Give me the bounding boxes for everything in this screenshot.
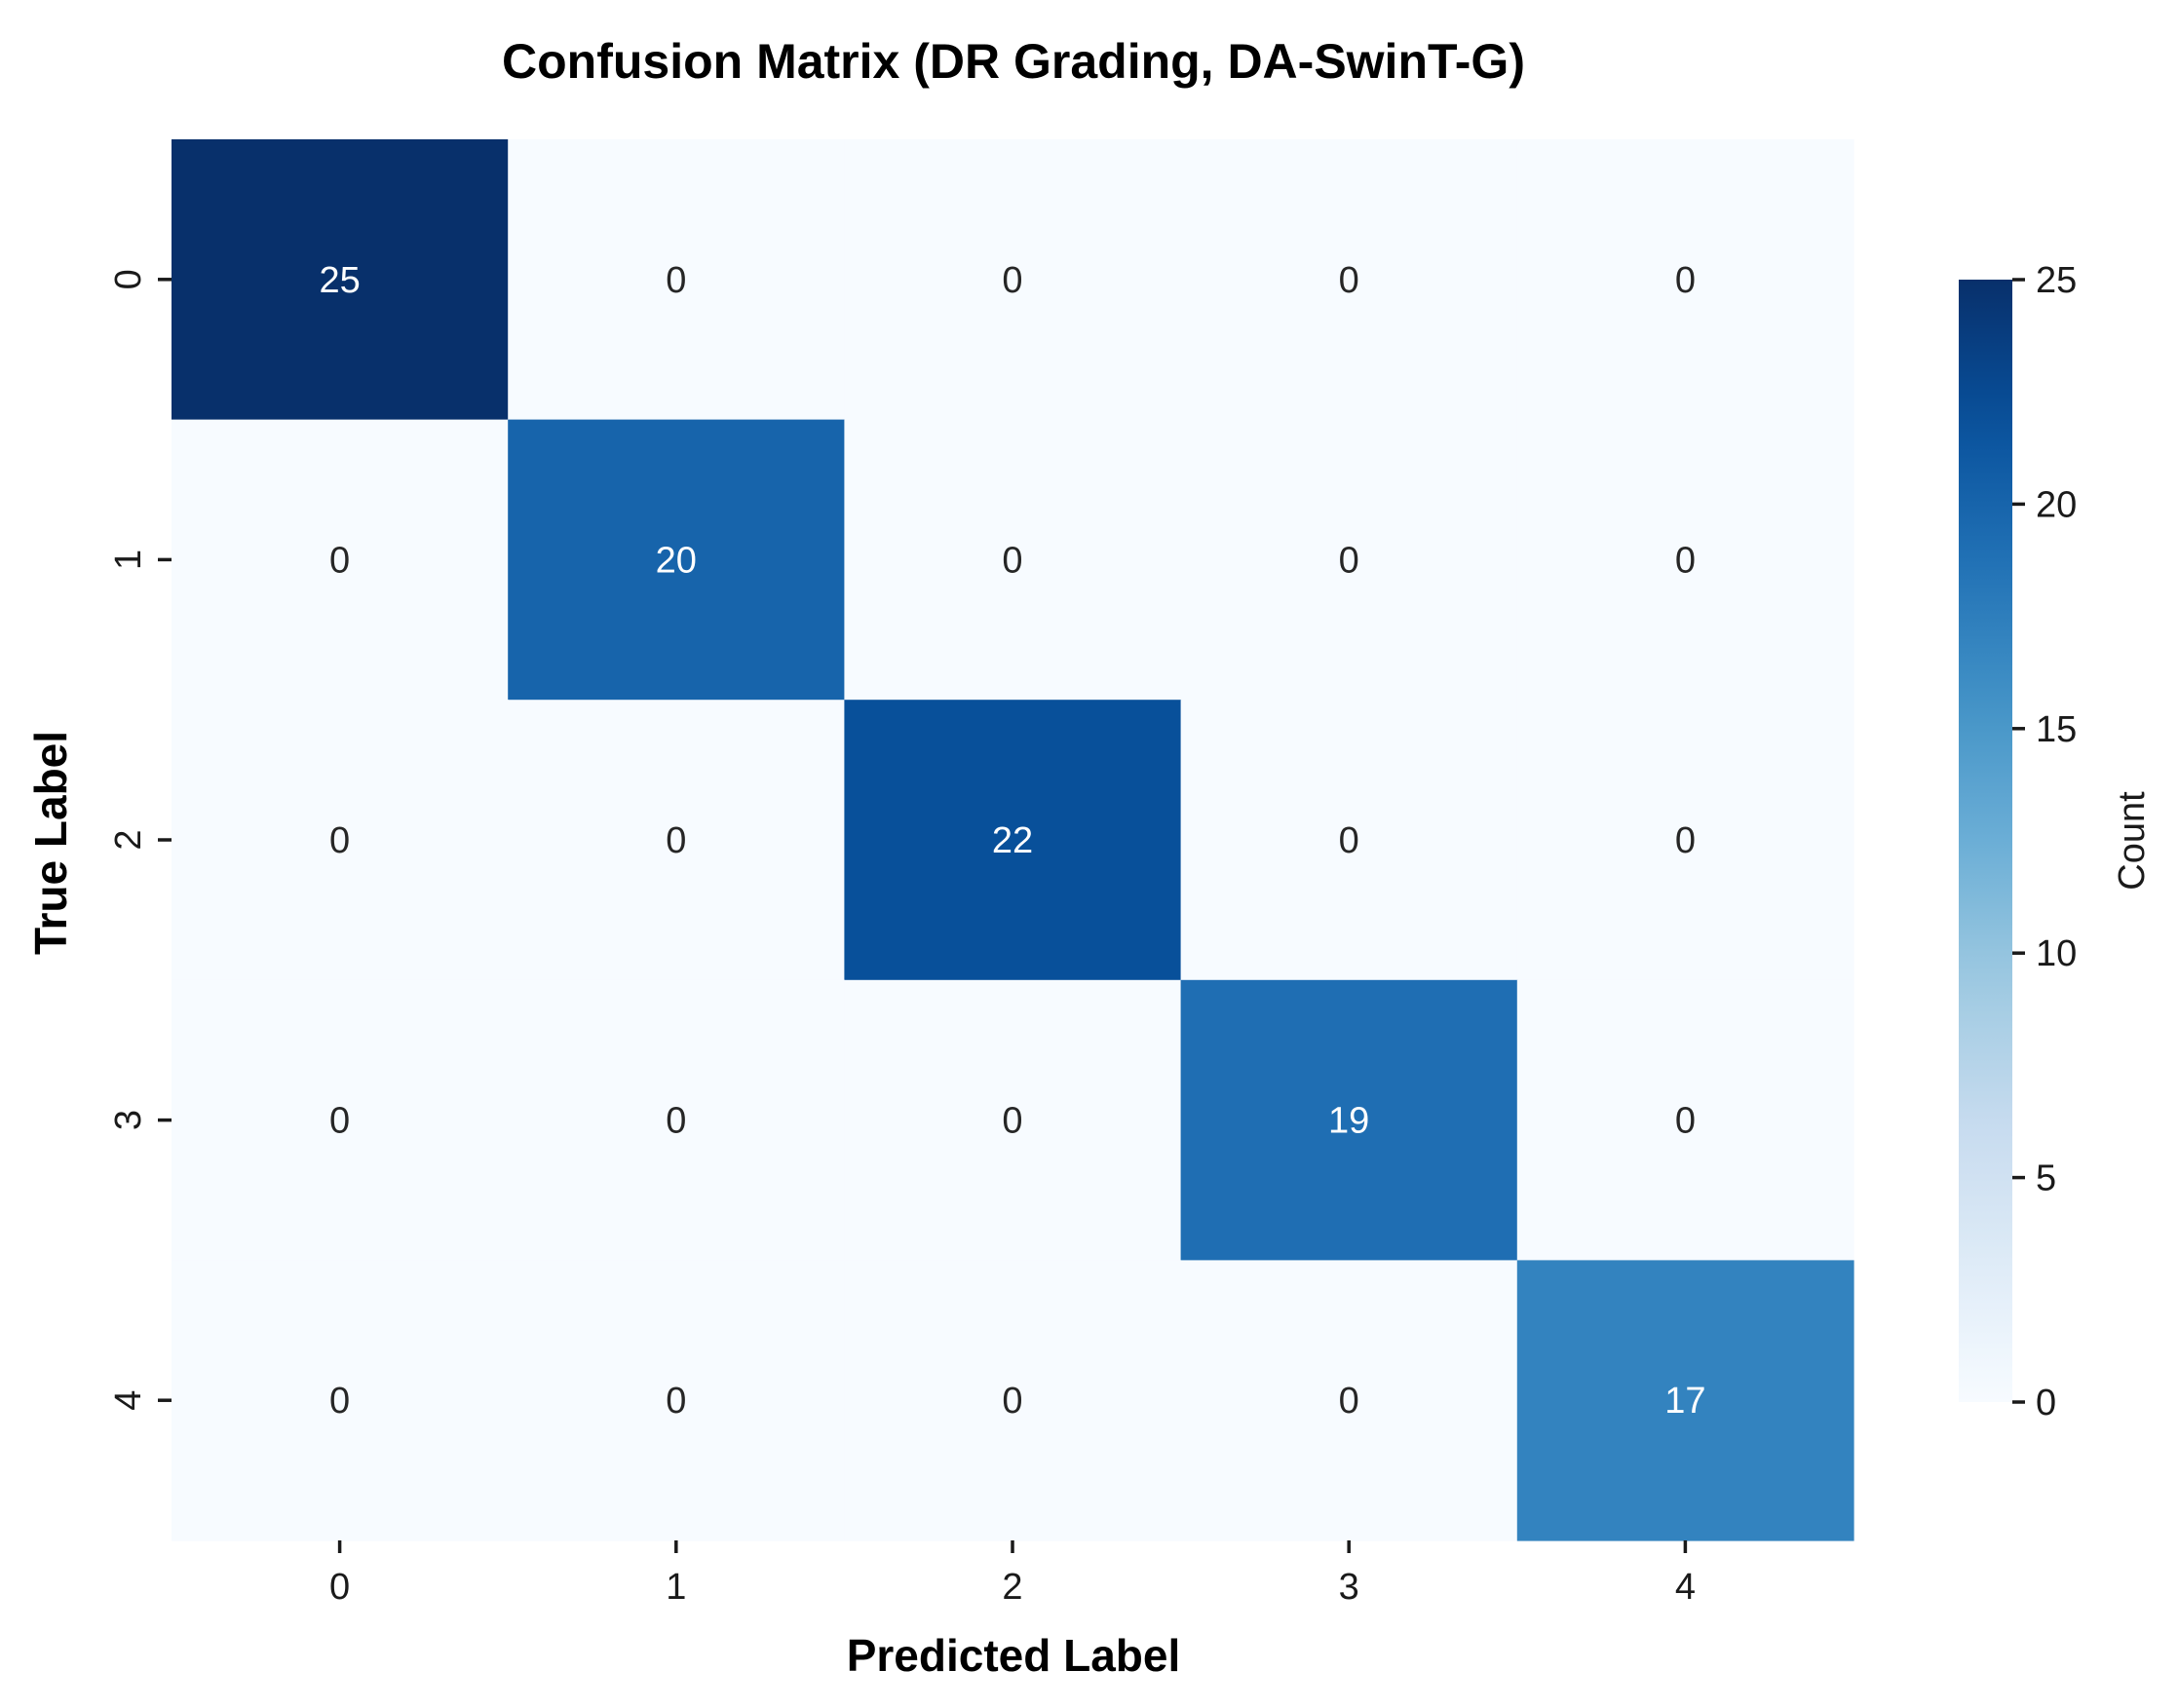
- colorbar-label: Count: [2112, 791, 2153, 891]
- colorbar: [1959, 280, 2012, 1402]
- heatmap-cell-label: 0: [329, 820, 350, 861]
- heatmap-cell-label: 0: [1339, 820, 1359, 861]
- heatmap-cell: [172, 1260, 509, 1541]
- heatmap-cell-label: 0: [666, 260, 686, 301]
- heatmap-cells: [172, 139, 1854, 1541]
- colorbar-tick-label: 25: [2036, 260, 2077, 301]
- y-tick-label: 4: [108, 1390, 149, 1411]
- heatmap-cell-label: 0: [1002, 260, 1022, 301]
- y-tick-label: 2: [108, 829, 149, 850]
- heatmap-cell: [1516, 700, 1854, 981]
- heatmap-cell: [844, 1260, 1182, 1541]
- heatmap-cell-labels: 25 0 0 0 0 0 20 0 0 0 0 0 22 0 0 0 0 0 19 0 0 0 0 0 17: [319, 260, 1705, 1422]
- heatmap-cell-label: 20: [656, 540, 697, 581]
- x-tick-label: 4: [1675, 1567, 1696, 1608]
- heatmap-cell-label: 0: [1002, 1381, 1022, 1422]
- heatmap-cell-label: 0: [1002, 540, 1022, 581]
- heatmap-cell-label: 0: [329, 1101, 350, 1142]
- heatmap-cell-label: 0: [1675, 1101, 1696, 1142]
- heatmap-cell: [172, 700, 509, 981]
- heatmap-cell: [1516, 419, 1854, 701]
- heatmap-cell: [508, 139, 845, 421]
- y-axis-label: True Label: [25, 731, 76, 955]
- heatmap-cell: [508, 419, 845, 701]
- heatmap-cell-label: 0: [1339, 260, 1359, 301]
- heatmap-cell: [1516, 139, 1854, 421]
- heatmap-cell: [508, 1260, 845, 1541]
- heatmap-cell: [508, 979, 845, 1261]
- y-tick-label: 1: [108, 550, 149, 570]
- colorbar-tick-label: 0: [2036, 1383, 2056, 1423]
- y-axis-ticks: 0 1 2 3 4: [108, 269, 172, 1411]
- heatmap-cell: [844, 419, 1182, 701]
- heatmap-cell-label: 0: [329, 540, 350, 581]
- heatmap-cell: [172, 979, 509, 1261]
- colorbar-tick-label: 15: [2036, 709, 2077, 750]
- heatmap-cell: [1180, 419, 1518, 701]
- heatmap-cell: [1180, 979, 1518, 1261]
- heatmap-cell-label: 0: [1675, 820, 1696, 861]
- heatmap-cell-label: 0: [1339, 1381, 1359, 1422]
- chart-title: Confusion Matrix (DR Grading, DA-SwinT-G…: [502, 34, 1525, 89]
- heatmap-cell: [1180, 1260, 1518, 1541]
- x-tick-label: 2: [1002, 1567, 1022, 1608]
- heatmap-cell-label: 0: [329, 1381, 350, 1422]
- heatmap-cell-label: 22: [992, 820, 1033, 861]
- heatmap-cell: [172, 419, 509, 701]
- heatmap-cell: [1180, 139, 1518, 421]
- heatmap-cell: [172, 139, 509, 421]
- heatmap-cell-label: 0: [666, 1381, 686, 1422]
- x-tick-label: 3: [1339, 1567, 1359, 1608]
- colorbar-ticks: 0 5 10 15 20 25: [2012, 260, 2077, 1423]
- y-tick-label: 3: [108, 1110, 149, 1130]
- heatmap-cell: [844, 139, 1182, 421]
- x-axis-label: Predicted Label: [847, 1630, 1181, 1681]
- colorbar-tick-label: 5: [2036, 1158, 2056, 1199]
- heatmap-cell-label: 17: [1664, 1381, 1705, 1422]
- y-tick-label: 0: [108, 269, 149, 289]
- heatmap-cell: [508, 700, 845, 981]
- heatmap-cell-label: 0: [1675, 540, 1696, 581]
- heatmap-cell: [1516, 979, 1854, 1261]
- heatmap-cell: [1516, 1260, 1854, 1541]
- heatmap-cell: [1180, 700, 1518, 981]
- x-axis-ticks: 0 1 2 3 4: [329, 1540, 1696, 1608]
- x-tick-label: 1: [666, 1567, 686, 1608]
- colorbar-tick-label: 10: [2036, 933, 2077, 974]
- heatmap-cell: [844, 979, 1182, 1261]
- heatmap-cell-label: 0: [666, 1101, 686, 1142]
- x-tick-label: 0: [329, 1567, 350, 1608]
- heatmap-cell-label: 25: [319, 260, 360, 301]
- colorbar-tick-label: 20: [2036, 484, 2077, 525]
- heatmap-cell-label: 19: [1328, 1101, 1369, 1142]
- heatmap-cell-label: 0: [666, 820, 686, 861]
- heatmap-cell-label: 0: [1339, 540, 1359, 581]
- heatmap-cell: [844, 700, 1182, 981]
- heatmap-cell-label: 0: [1002, 1101, 1022, 1142]
- heatmap-cell-label: 0: [1675, 260, 1696, 301]
